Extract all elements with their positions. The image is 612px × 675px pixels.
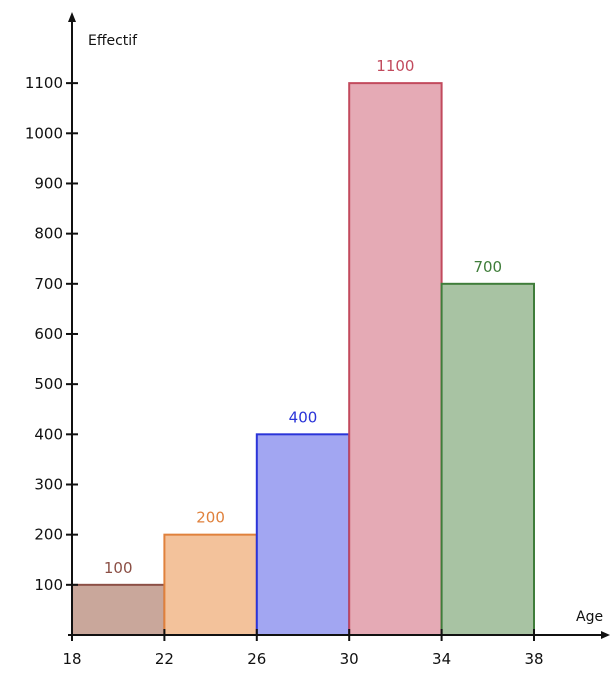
y-tick-label: 900 [34, 174, 63, 192]
y-tick-label: 400 [34, 425, 63, 443]
y-tick-label: 800 [34, 225, 63, 243]
y-axis-arrow-icon [68, 12, 76, 22]
y-tick-label: 1000 [25, 124, 63, 142]
y-tick-label: 600 [34, 325, 63, 343]
bar-value-label: 700 [473, 258, 502, 276]
bar-value-label: 1100 [376, 57, 414, 75]
y-tick-label: 1100 [25, 74, 63, 92]
y-tick-label: 300 [34, 475, 63, 493]
bar-value-label: 100 [104, 559, 133, 577]
x-tick-label: 30 [340, 650, 359, 668]
x-axis-arrow-icon [601, 631, 610, 639]
x-axis-title: Age [576, 609, 603, 625]
x-tick-label: 22 [155, 650, 174, 668]
bar-22-26 [163, 533, 258, 636]
bar-18-22 [71, 583, 166, 637]
bar-30-34 [348, 82, 443, 636]
y-tick-label: 700 [34, 275, 63, 293]
bar-value-label: 400 [289, 408, 318, 426]
labels-layer: 100 200 400 1100 700 18 22 26 30 34 38 100 200 300 400… [25, 57, 544, 668]
bars-layer [71, 82, 536, 637]
axes-layer [66, 12, 610, 641]
y-tick-label: 100 [34, 576, 63, 594]
bar-26-30 [255, 433, 351, 636]
y-axis-title: Effectif [88, 33, 138, 49]
y-tick-label: 200 [34, 526, 63, 544]
bar-34-38 [440, 282, 536, 636]
x-tick-label: 26 [247, 650, 266, 668]
x-tick-label: 34 [432, 650, 451, 668]
bar-value-label: 200 [196, 509, 225, 527]
y-tick-label: 500 [34, 375, 63, 393]
x-tick-label: 38 [524, 650, 543, 668]
x-tick-label: 18 [62, 650, 81, 668]
